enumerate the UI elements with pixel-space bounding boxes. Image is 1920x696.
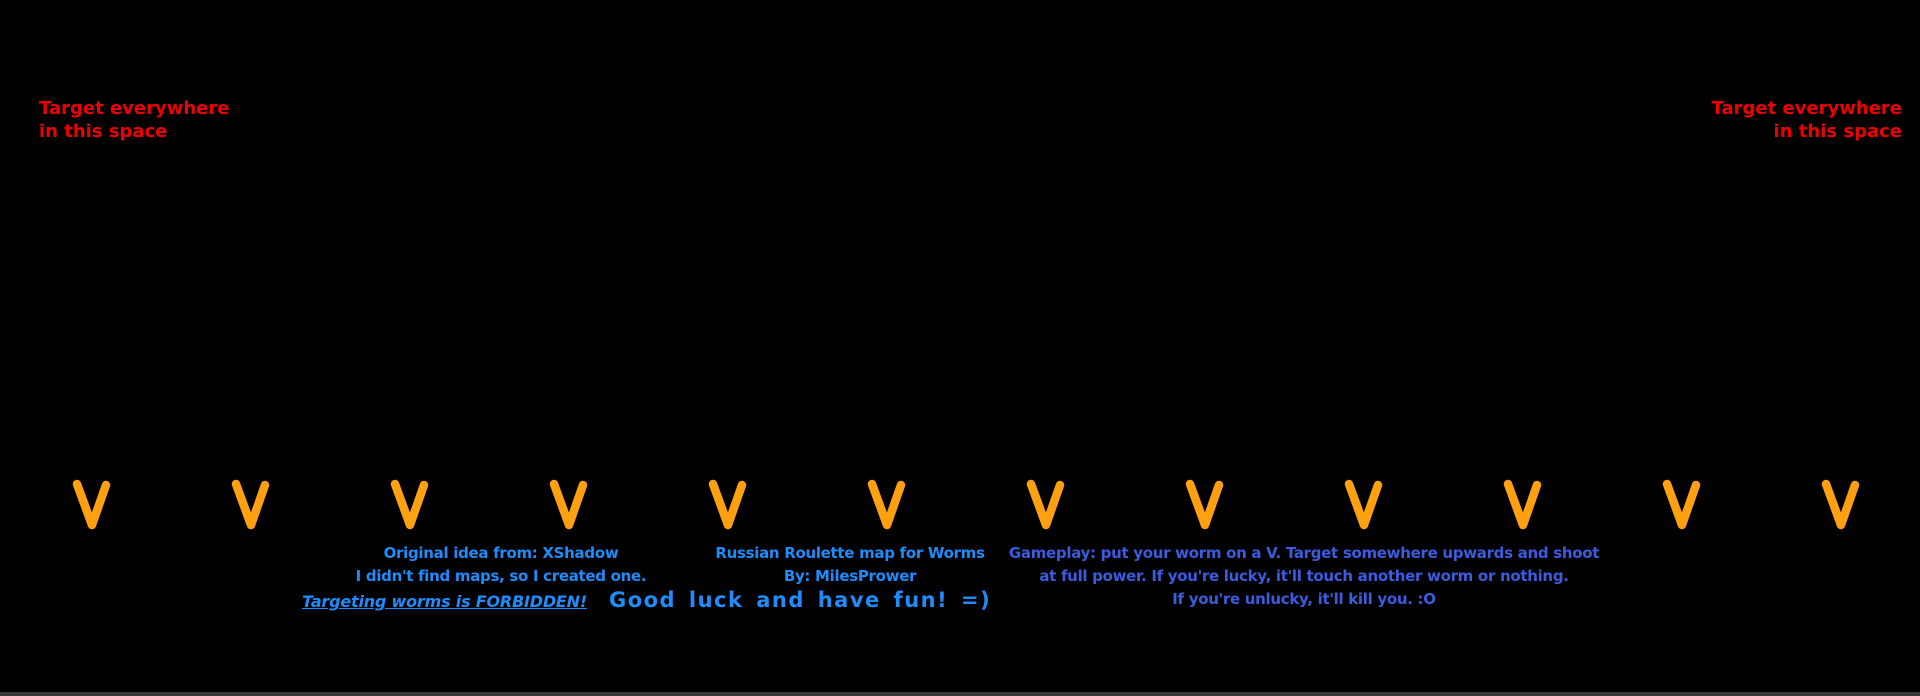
target-zone-note-left: Target everywhere in this space — [39, 97, 229, 143]
target-zone-note-left-line1: Target everywhere — [39, 98, 230, 119]
rules-line: Targeting worms is FORBIDDEN! Good luck … — [302, 588, 991, 612]
good-luck-text: Good luck and have fun! =) — [608, 588, 992, 612]
v-platform-icon — [1026, 479, 1065, 530]
credits-original-idea: Original idea from: XShadow — [383, 544, 619, 562]
credits-block: Original idea from: XShadow I didn't fin… — [356, 542, 647, 588]
target-zone-note-right: Target everywhere in this space — [1712, 97, 1902, 143]
v-platform-icon — [1185, 479, 1224, 530]
v-platform-icon — [1821, 479, 1860, 530]
v-platform-icon — [867, 479, 906, 530]
bottom-strip — [0, 692, 1920, 696]
target-v-platform-1[interactable] — [69, 477, 113, 531]
v-platform-icon — [231, 479, 270, 530]
target-v-platform-3[interactable] — [387, 477, 431, 531]
v-platform-icon — [1503, 479, 1542, 530]
target-v-platform-12[interactable] — [1818, 477, 1862, 531]
v-platform-icon — [390, 479, 429, 530]
target-v-platform-11[interactable] — [1659, 477, 1703, 531]
gameplay-line3: If you're unlucky, it'll kill you. :O — [1172, 590, 1436, 608]
target-v-platform-2[interactable] — [228, 477, 272, 531]
target-v-platform-6[interactable] — [864, 477, 908, 531]
gameplay-line2: at full power. If you're lucky, it'll to… — [1039, 567, 1569, 585]
target-v-platform-7[interactable] — [1023, 477, 1067, 531]
credits-created-one: I didn't find maps, so I created one. — [355, 567, 647, 585]
map-author: By: MilesPrower — [783, 567, 917, 585]
target-zone-note-right-line1: Target everywhere — [1711, 98, 1902, 119]
target-zone-note-left-line2: in this space — [39, 121, 168, 142]
map-title: Russian Roulette map for Worms — [715, 544, 985, 562]
v-platform-icon — [72, 479, 111, 530]
target-v-platform-4[interactable] — [546, 477, 590, 531]
map-title-block: Russian Roulette map for Worms By: Miles… — [715, 542, 985, 588]
target-v-platform-10[interactable] — [1500, 477, 1544, 531]
gameplay-instructions-block: Gameplay: put your worm on a V. Target s… — [1008, 542, 1600, 611]
gameplay-line1: Gameplay: put your worm on a V. Target s… — [1008, 544, 1600, 562]
forbidden-rule-text: Targeting worms is FORBIDDEN! — [302, 592, 587, 611]
v-platform-icon — [549, 479, 588, 530]
target-v-platform-8[interactable] — [1182, 477, 1226, 531]
target-zone-note-right-line2: in this space — [1773, 121, 1902, 142]
target-v-platform-9[interactable] — [1341, 477, 1385, 531]
target-v-platform-5[interactable] — [705, 477, 749, 531]
v-platform-icon — [1662, 479, 1701, 530]
v-platform-icon — [1344, 479, 1383, 530]
v-platform-icon — [708, 479, 747, 530]
